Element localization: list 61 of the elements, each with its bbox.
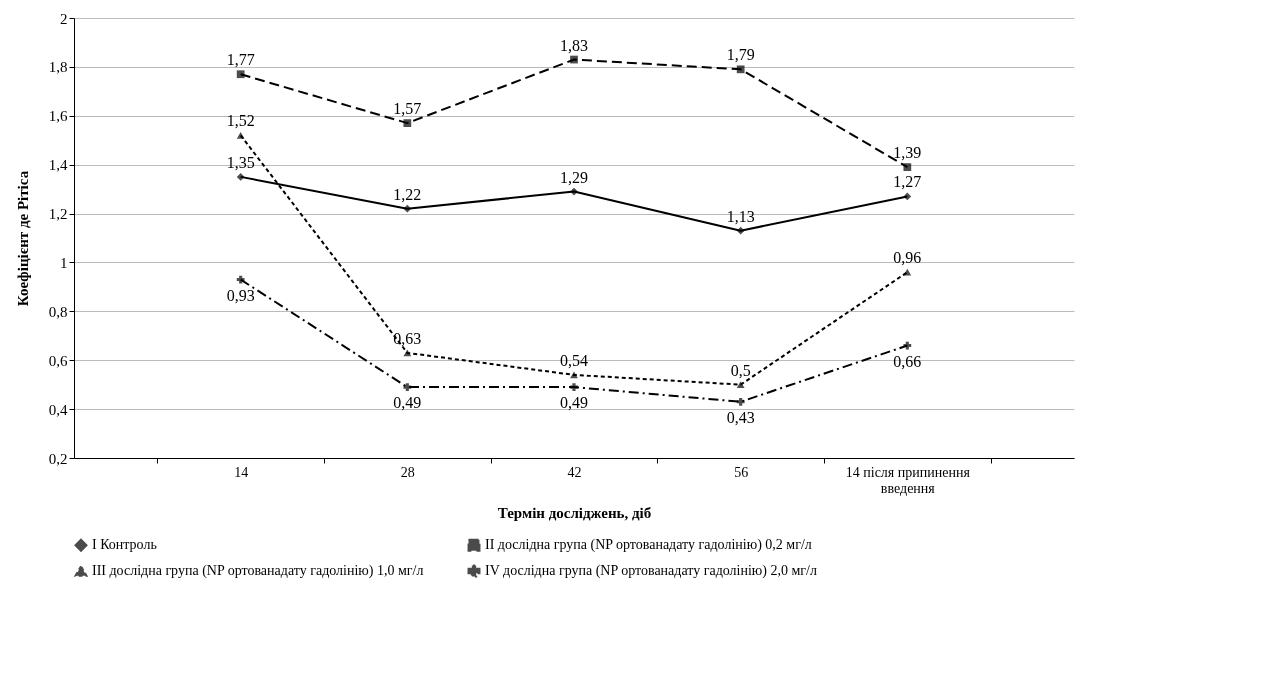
point	[236, 131, 245, 139]
point	[903, 341, 912, 350]
point	[403, 349, 412, 357]
data-label: 0,5	[730, 361, 751, 379]
data-label: 0,43	[726, 408, 755, 426]
data-label: 1,77	[226, 51, 255, 69]
data-label: 0,93	[226, 286, 255, 304]
legend-label: IV дослідна група (NP ортованадату гадолінію) 2,0 мг/л	[485, 563, 817, 579]
point	[236, 70, 245, 79]
data-label: 1,79	[726, 46, 755, 64]
point	[736, 381, 745, 389]
legend-label: II дослідна група (NP ортованадату гадолінію) 0,2 мг/л	[485, 537, 812, 554]
point	[403, 204, 412, 213]
y-tick-label: 0,2	[48, 450, 68, 467]
data-label: 0,49	[560, 394, 588, 412]
data-label: 1,13	[726, 207, 755, 225]
data-label: 0,54	[560, 351, 588, 369]
point	[903, 163, 912, 171]
point	[736, 397, 745, 406]
y-tick-label: 0,8	[48, 303, 68, 320]
point	[736, 226, 745, 235]
point	[570, 383, 578, 391]
data-label: 0,96	[893, 249, 922, 267]
data-label: 0,63	[393, 329, 422, 347]
point	[570, 187, 578, 196]
data-label: 1,29	[560, 168, 588, 186]
y-tick-label: 1,6	[48, 108, 68, 125]
y-tick-label: 1,8	[48, 59, 68, 76]
data-label: 0,66	[893, 352, 922, 370]
y-tick-label: 0,6	[48, 352, 68, 369]
data-label: 1,39	[893, 144, 922, 162]
y-tick-label: 1,4	[48, 157, 68, 174]
point	[903, 268, 912, 276]
y-tick-label: 1	[60, 254, 68, 271]
point	[570, 55, 578, 64]
legend-label: III дослідна група (NP ортованадату гадолінію) 1,0 мг/л	[92, 563, 424, 579]
data-label: 1,57	[393, 100, 422, 118]
x-tick-label: 42	[567, 464, 582, 480]
y-tick-label: 2	[60, 10, 68, 27]
point	[736, 65, 745, 74]
y-tick-label: 1,2	[48, 206, 68, 223]
y-axis-title: Коефіцієнт де Рітіса	[14, 170, 31, 307]
point	[903, 192, 912, 201]
x-axis-title: Термін досліджень, діб	[497, 504, 652, 521]
y-tick-label: 0,4	[48, 401, 68, 418]
x-tick-label: 14 після припинення введення	[845, 464, 971, 496]
data-label: 0,49	[393, 394, 422, 412]
x-tick-label: 14	[234, 464, 249, 480]
point	[236, 275, 245, 284]
x-tick-label: 56	[734, 464, 749, 480]
point	[403, 383, 412, 391]
data-label: 1,35	[226, 153, 255, 171]
point	[570, 371, 578, 379]
data-label: 1,52	[226, 112, 255, 130]
legend-label: I Контроль	[92, 537, 157, 553]
point	[236, 173, 245, 181]
data-label: 1,83	[560, 36, 588, 54]
data-label: 1,27	[893, 173, 922, 191]
point	[403, 119, 412, 127]
x-tick-label: 28	[400, 464, 415, 480]
data-label: 1,22	[393, 185, 422, 203]
